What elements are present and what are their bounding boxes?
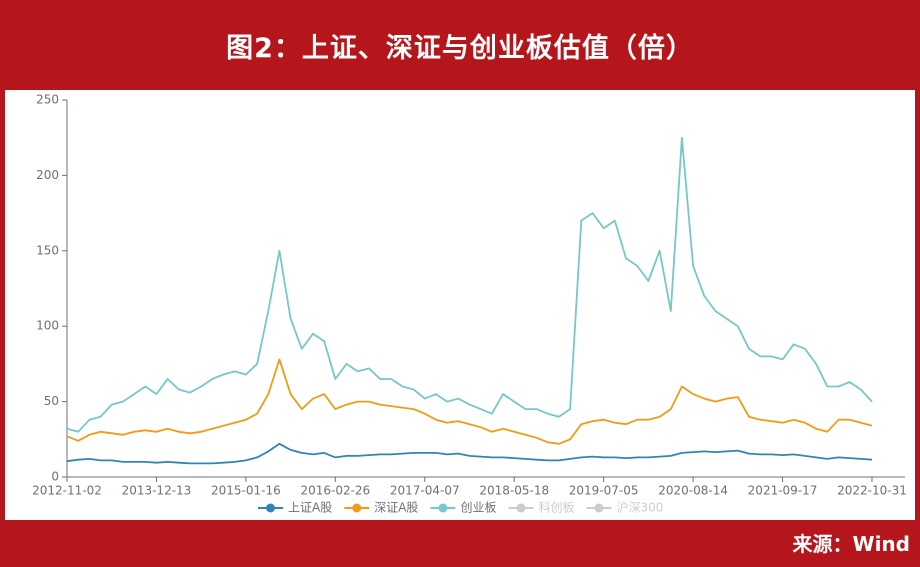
y-tick-label: 250 xyxy=(36,93,59,107)
series-line xyxy=(66,358,873,445)
source-note: 来源：Wind xyxy=(792,532,910,556)
legend-label: 科创板 xyxy=(538,501,574,515)
x-tick-label: 2019-07-05 xyxy=(569,484,639,498)
legend-marker xyxy=(438,503,448,513)
x-tick-label: 2013-12-13 xyxy=(122,484,192,498)
legend-label: 创业板 xyxy=(460,501,496,515)
chart-title: 图2：上证、深证与创业板估值（倍） xyxy=(226,32,694,64)
x-tick-label: 2017-04-07 xyxy=(390,484,460,498)
y-tick-label: 100 xyxy=(36,319,59,333)
x-tick-label: 2012-11-02 xyxy=(32,484,102,498)
y-tick-label: 200 xyxy=(36,168,59,182)
y-tick-label: 150 xyxy=(36,243,59,257)
legend-marker xyxy=(266,503,275,513)
x-tick-label: 2021-09-17 xyxy=(748,484,818,498)
chart: 0 50 100 150 200 250 2012-11-02 2013-12-13 2015-… xyxy=(5,90,915,520)
x-tick-label: 2016-02-26 xyxy=(300,484,370,498)
legend-label: 深证A股 xyxy=(374,501,418,515)
legend-marker xyxy=(594,503,604,513)
legend-marker xyxy=(516,503,526,513)
x-tick-label: 2018-05-18 xyxy=(479,484,549,498)
x-tick-label: 2020-08-14 xyxy=(658,484,728,498)
y-tick-label: 0 xyxy=(51,470,59,484)
legend-label: 上证A股 xyxy=(288,501,332,515)
series-line xyxy=(66,136,873,433)
series-line xyxy=(66,442,873,465)
x-tick-label: 2022-10-31 xyxy=(837,484,907,498)
y-tick-label: 50 xyxy=(44,394,59,408)
x-tick-label: 2015-01-16 xyxy=(211,484,281,498)
legend-label: 沪深300 xyxy=(616,501,663,515)
legend-marker xyxy=(352,503,362,513)
